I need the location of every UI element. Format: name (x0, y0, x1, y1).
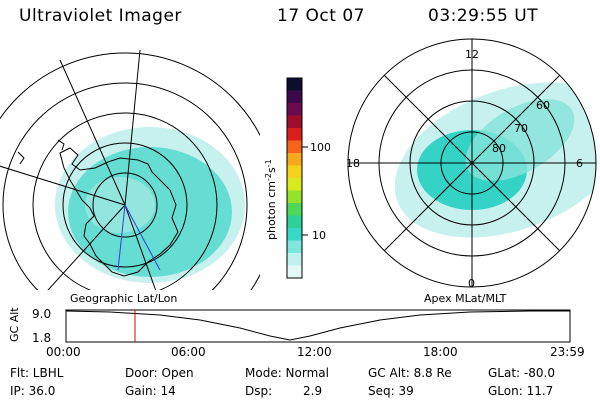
colorbar-unit-label: photon cm-2s-1 (264, 159, 278, 240)
glat-status: GLat: -80.0 (488, 366, 555, 380)
gcalt-status: GC Alt: 8.8 Re (368, 366, 452, 380)
date-label: 17 Oct 07 (277, 6, 365, 26)
door-status: Door: Open (125, 366, 194, 380)
colorbar-swatch (287, 203, 302, 216)
seq-status: Seq: 39 (368, 384, 414, 398)
colorbar: 100 10 photon cm-2s-1 (264, 77, 330, 279)
colorbar-swatch (287, 253, 302, 266)
dsp-label: Dsp: (245, 384, 273, 398)
geo-meridian (29, 204, 126, 290)
geo-lat-circle (92, 172, 158, 238)
mode-status: Mode: Normal (245, 366, 329, 380)
alt-tick-high: 9.0 (32, 307, 51, 321)
colorbar-swatch (287, 190, 302, 204)
colorbar-swatch (287, 128, 302, 141)
coastline (59, 147, 179, 277)
colorbar-swatch (287, 178, 302, 191)
geo-meridian (124, 49, 141, 206)
geo-lat-circle (32, 112, 218, 290)
lat-label-60: 60 (536, 99, 550, 112)
time-tick: 23:59 (550, 345, 585, 359)
mlt-label-6: 6 (576, 157, 583, 170)
colorbar-swatch (287, 228, 302, 241)
colorbar-swatch (287, 140, 302, 154)
colorbar-swatch (287, 153, 302, 166)
filter-status: Flt: LBHL (10, 366, 64, 380)
colorbar-swatch (287, 165, 302, 179)
colorbar-swatch (287, 265, 302, 279)
geo-lat-circle (0, 52, 260, 290)
alt-tick-low: 1.8 (32, 331, 51, 344)
lat-label-80: 80 (492, 142, 506, 155)
time-label: 03:29:55 UT (428, 6, 539, 26)
geo-lat-circle (2, 82, 248, 290)
lat-label-70: 70 (514, 122, 528, 135)
geo-map-label: Geographic Lat/Lon (70, 292, 178, 305)
colorbar-swatch (287, 103, 302, 116)
altitude-curve (65, 310, 570, 341)
time-tick: 18:00 (423, 345, 458, 359)
time-tick: 06:00 (171, 345, 206, 359)
colorbar-swatch (287, 78, 302, 91)
geo-lat-circle (62, 142, 188, 268)
dsp-value: 2.9 (303, 384, 323, 398)
colorbar-swatch (287, 240, 302, 254)
colorbar-swatch (287, 90, 302, 104)
mlt-label-0: 0 (468, 277, 475, 290)
gain-status: Gain: 14 (125, 384, 176, 398)
time-tick: 12:00 (297, 345, 332, 359)
alt-axis-label: GC Alt (8, 307, 21, 342)
apex-polar-map: 12 18 6 0 60 70 80 (346, 38, 597, 290)
glon-status: GLon: 11.7 (488, 384, 554, 398)
mlt-label-12: 12 (465, 48, 479, 61)
colorbar-swatch (287, 115, 302, 129)
colorbar-swatch (287, 215, 302, 229)
ip-status: IP: 36.0 (10, 384, 56, 398)
time-tick: 00:00 (46, 345, 81, 359)
geo-meridian (124, 204, 171, 290)
colorbar-tick-label: 10 (312, 229, 326, 242)
apex-map-label: Apex MLat/MLT (424, 292, 507, 305)
geo-meridian (59, 59, 126, 206)
geographic-map (0, 49, 260, 290)
app-title: Ultraviolet Imager (19, 6, 182, 26)
colorbar-tick-label: 100 (310, 141, 330, 154)
altitude-plot: GC Alt 9.0 1.8 (8, 307, 571, 344)
mlt-label-18: 18 (346, 157, 360, 170)
geo-meridian (0, 159, 126, 206)
